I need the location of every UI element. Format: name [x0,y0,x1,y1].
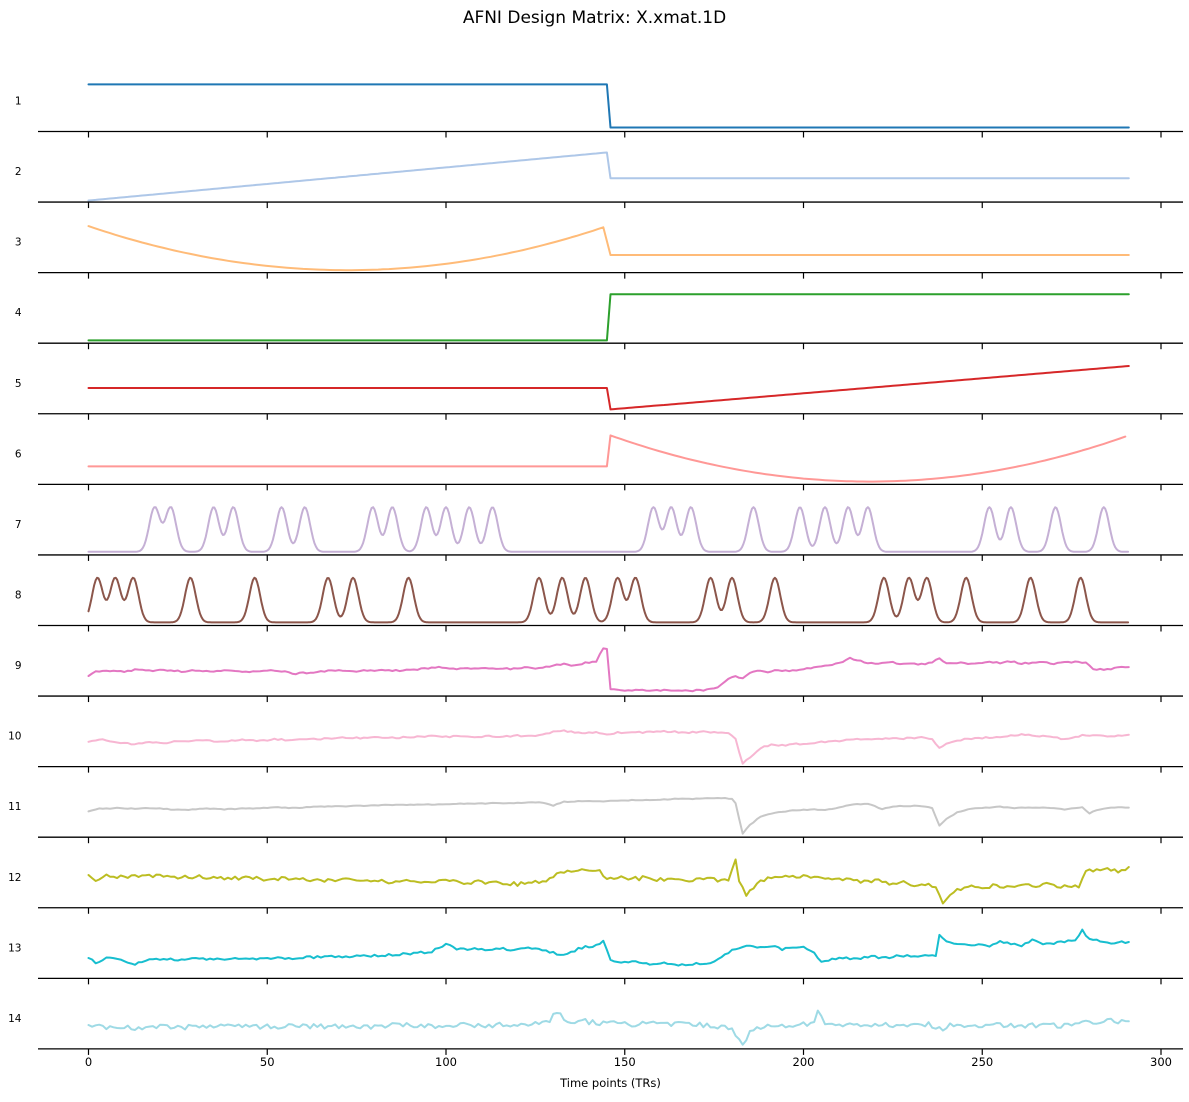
series-line-14 [87,1009,1130,1046]
row-label-3: 3 [15,237,22,249]
series-line-9 [87,647,1130,693]
row-label-12: 12 [8,872,21,884]
subplot-row-6: 6 [15,434,1183,491]
row-label-14: 14 [8,1013,22,1025]
series-line-5 [87,365,1130,411]
subplot-row-13: 13 [8,928,1183,985]
x-tick-label: 150 [614,1055,636,1069]
subplot-row-12: 12 [8,858,1183,914]
subplot-row-11: 11 [8,797,1183,844]
series-line-2 [87,151,1130,202]
x-tick-label: 250 [971,1055,993,1069]
series-line-11 [87,797,1130,835]
row-label-11: 11 [8,801,21,813]
subplot-row-10: 10 [8,729,1183,773]
x-tick-label: 50 [260,1055,275,1069]
series-line-8 [87,576,1130,624]
series-line-6 [87,434,1127,483]
subplot-row-7: 7 [15,506,1183,561]
subplot-row-2: 2 [15,151,1183,209]
chart-title: AFNI Design Matrix: X.xmat.1D [462,8,727,28]
row-label-5: 5 [15,378,22,390]
row-label-4: 4 [15,307,22,319]
x-tick-label: 300 [1150,1055,1172,1069]
series-line-4 [87,293,1130,342]
x-axis-label: Time points (TRs) [560,1076,661,1090]
x-tick-label: 200 [793,1055,815,1069]
row-label-7: 7 [15,519,22,531]
subplot-row-1: 1 [15,83,1183,138]
subplot-row-3: 3 [15,225,1183,279]
subplot-row-14: 14 [8,1009,1183,1055]
series-line-12 [87,858,1130,905]
series-line-7 [87,506,1130,553]
subplot-row-9: 9 [15,647,1183,703]
series-line-1 [87,83,1130,129]
x-tick-label: 100 [435,1055,457,1069]
row-label-9: 9 [15,660,22,672]
series-line-13 [87,928,1130,967]
series-line-10 [87,729,1130,765]
x-tick-label: 0 [85,1055,92,1069]
row-label-1: 1 [15,96,22,108]
row-label-6: 6 [15,448,22,460]
subplot-row-4: 4 [15,293,1183,350]
subplot-row-8: 8 [15,576,1183,632]
series-line-3 [87,225,1130,272]
row-label-8: 8 [15,589,22,601]
row-label-2: 2 [15,166,22,178]
row-label-10: 10 [8,731,21,743]
row-label-13: 13 [8,942,21,954]
subplot-row-5: 5 [15,365,1183,420]
